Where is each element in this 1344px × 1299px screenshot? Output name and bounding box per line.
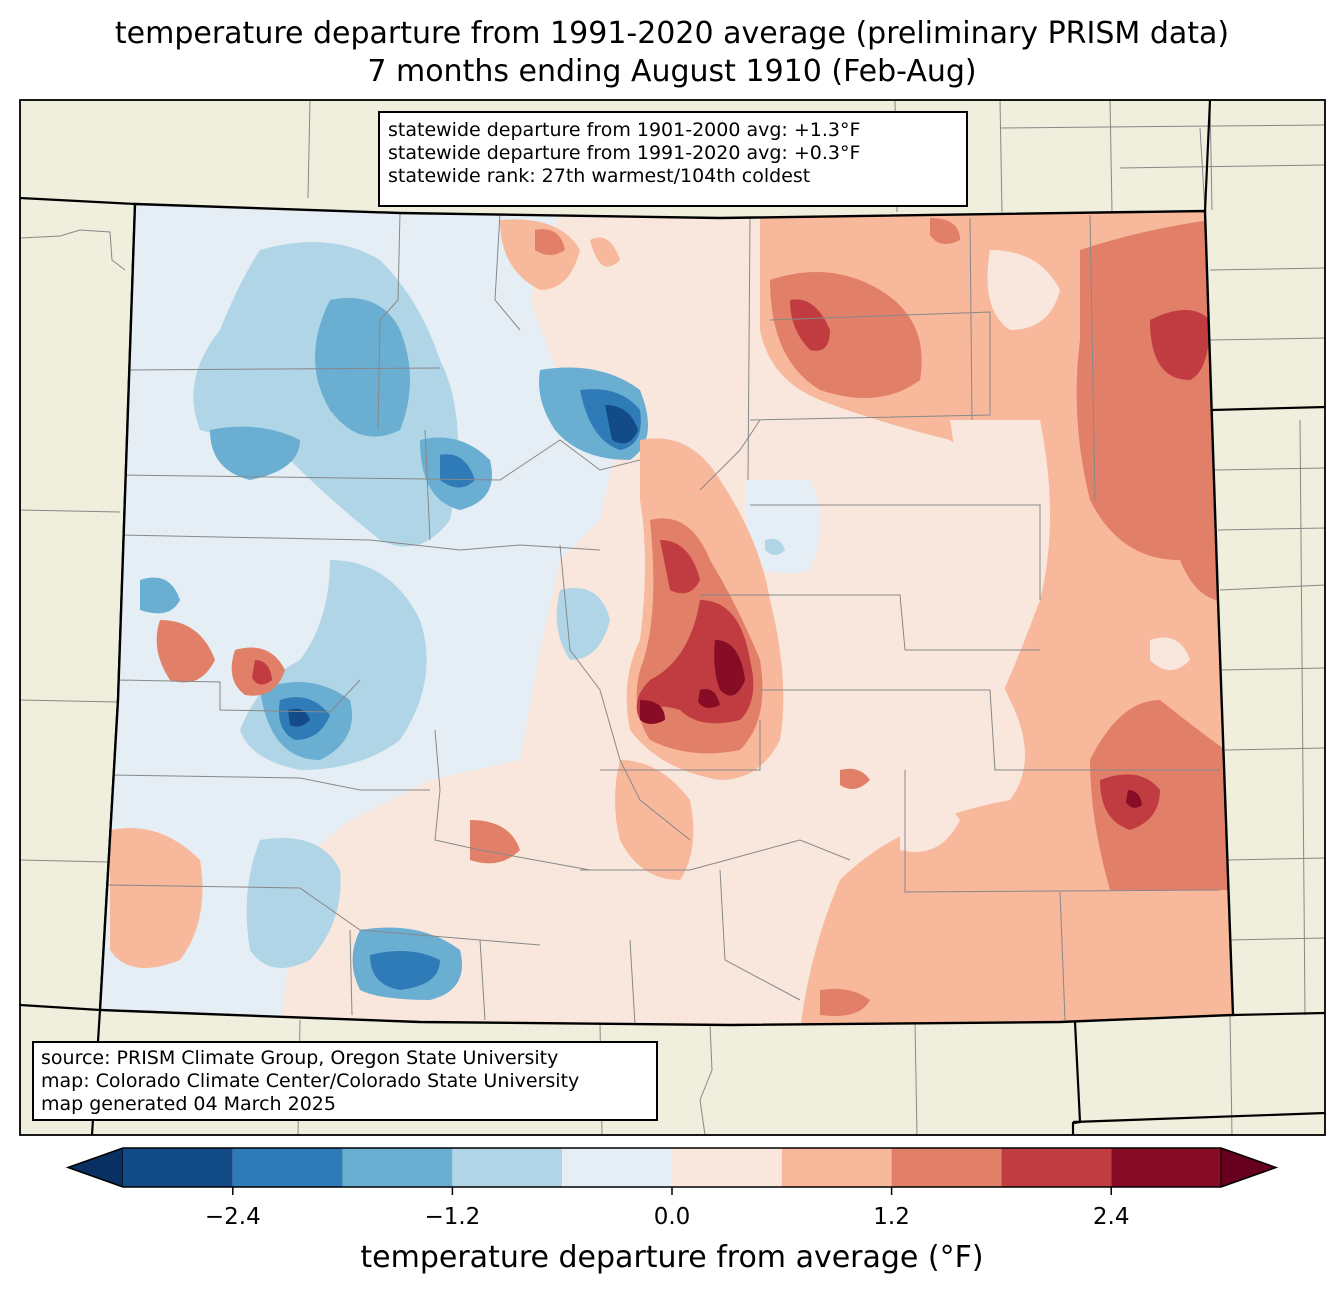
- colorbar-bin-0: [123, 1148, 233, 1187]
- generated-date-line: map generated 04 March 2025: [41, 1093, 336, 1115]
- statewide-stats-box: statewide departure from 1901-2000 avg: …: [378, 111, 968, 207]
- colorado-temperature-map: [19, 99, 1326, 1136]
- colorbar-bin-9: [1111, 1148, 1221, 1187]
- source-credit-box: source: PRISM Climate Group, Oregon Stat…: [32, 1041, 658, 1121]
- temperature-field: [100, 204, 1233, 1025]
- colorbar-bin-3: [452, 1148, 563, 1187]
- map-credit-line: map: Colorado Climate Center/Colorado St…: [41, 1070, 580, 1092]
- colorbar-bin-7: [891, 1148, 1002, 1187]
- map-title-line2: 7 months ending August 1910 (Feb-Aug): [367, 54, 977, 89]
- colorbar-bin-4: [562, 1148, 672, 1187]
- colorbar-tick-label-1: −1.2: [424, 1204, 481, 1230]
- colorado-state-border: [98, 202, 1235, 1027]
- stats-departure-1901-2000: statewide departure from 1901-2000 avg: …: [388, 119, 861, 141]
- colorbar-under-arrow: [66, 1147, 124, 1188]
- colorbar-bin-2: [342, 1148, 453, 1187]
- county-lines: [107, 212, 1221, 1025]
- colorbar-bin-8: [1001, 1148, 1112, 1187]
- colorbar-label: temperature departure from average (°F): [360, 1240, 984, 1275]
- colorbar-tick-label-4: 2.4: [1092, 1204, 1130, 1230]
- colorbar-bin-6: [781, 1148, 892, 1187]
- colorbar-over-arrow: [1220, 1147, 1278, 1188]
- colorbar-tick-label-3: 1.2: [873, 1204, 910, 1230]
- map-title-line1: temperature departure from 1991-2020 ave…: [114, 16, 1230, 51]
- source-line: source: PRISM Climate Group, Oregon Stat…: [41, 1047, 559, 1069]
- map-frame: [19, 99, 1326, 1136]
- colorbar-bin-1: [232, 1148, 343, 1187]
- stats-departure-1991-2020: statewide departure from 1991-2020 avg: …: [388, 142, 861, 164]
- colorbar-tick-label-2: 0.0: [653, 1204, 691, 1230]
- colorbar-bin-5: [672, 1148, 782, 1187]
- stats-rank: statewide rank: 27th warmest/104th colde…: [388, 165, 811, 187]
- colorbar-outline: [65, 1147, 1279, 1188]
- colorbar-tick-label-0: −2.4: [204, 1204, 261, 1230]
